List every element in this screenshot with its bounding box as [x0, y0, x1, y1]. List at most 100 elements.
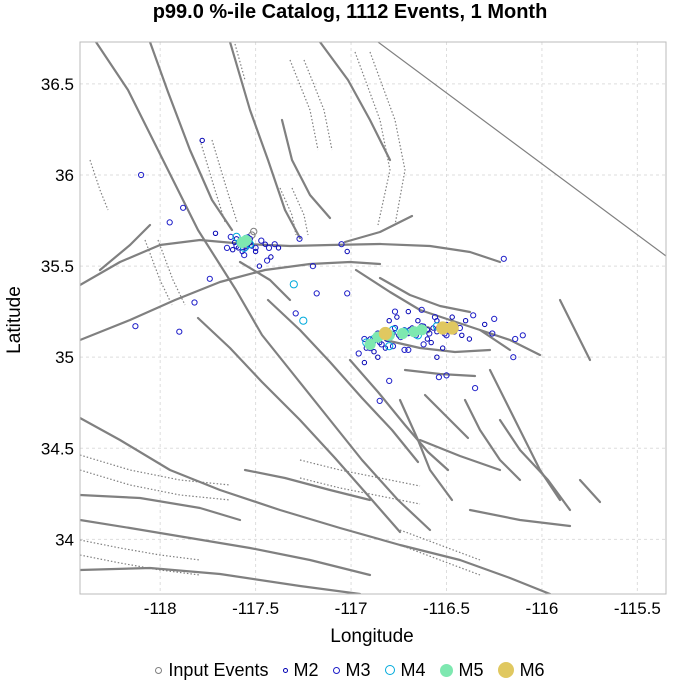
legend-marker-icon	[332, 666, 340, 674]
fault-trace	[578, 478, 602, 504]
fault-zone	[291, 187, 309, 236]
chart-title: p99.0 %-ile Catalog, 1112 Events, 1 Mont…	[152, 1, 548, 23]
fault-trace	[148, 42, 234, 232]
event-point-m3	[500, 255, 507, 262]
event-point-m3	[264, 257, 271, 264]
event-point-m3	[206, 275, 213, 282]
event-point-m3	[510, 354, 517, 361]
legend-label: M6	[519, 659, 545, 680]
event-point-m3	[376, 397, 383, 404]
event-point-m3	[443, 372, 450, 379]
legend-marker-icon	[384, 665, 395, 675]
fault-trace	[423, 393, 470, 440]
y-tick-label: 35.5	[41, 257, 74, 276]
fault-zone	[299, 459, 421, 487]
event-point-m2	[275, 245, 282, 251]
event-point-m2	[371, 349, 377, 355]
event-point-m2	[394, 314, 400, 320]
fault-trace	[403, 368, 477, 378]
event-point-m3	[176, 328, 183, 335]
legend-label: M3	[345, 659, 371, 680]
event-point-m3	[401, 346, 408, 353]
fault-trace	[94, 42, 432, 532]
x-axis-label: Longitude	[330, 626, 413, 647]
x-tick-label: -115.5	[614, 599, 661, 618]
legend-label: M5	[458, 659, 484, 680]
fault-trace	[243, 468, 372, 502]
fault-trace	[468, 508, 572, 528]
legend-marker-icon	[282, 667, 288, 673]
fault-trace	[343, 214, 414, 244]
event-point-m3	[292, 310, 299, 317]
x-tick-label: -116.5	[423, 599, 470, 618]
event-point-m5	[416, 324, 428, 336]
event-point-m2	[361, 359, 368, 366]
event-point-m5	[396, 327, 409, 340]
fault-trace	[196, 316, 402, 534]
y-tick-label: 36	[55, 166, 74, 185]
event-point-m3	[309, 263, 316, 270]
legend-label: M2	[293, 659, 319, 680]
legend-item: M6	[497, 659, 545, 681]
legend-item: M3	[332, 659, 371, 681]
event-point-m3	[405, 346, 412, 353]
event-point-m3	[378, 341, 385, 348]
event-point-m3	[418, 306, 425, 313]
fault-zone	[80, 469, 231, 501]
fault-trace	[418, 438, 502, 472]
y-axis-label: Latitude	[4, 286, 25, 354]
x-tick-label: -116	[526, 599, 559, 618]
fault-trace	[80, 518, 372, 577]
y-tick-label: 35	[55, 348, 74, 367]
event-point-m3	[265, 244, 273, 251]
legend-marker-icon	[439, 663, 453, 677]
event-point-m3	[426, 330, 433, 337]
event-point-m6	[445, 321, 459, 335]
fault-zone	[80, 454, 231, 486]
fault-zone	[80, 554, 201, 576]
legend-label: Input Events	[168, 659, 269, 680]
event-point-m5	[240, 235, 252, 247]
fault-zone	[80, 539, 201, 561]
event-point-m4	[289, 280, 298, 289]
event-point-m2	[466, 336, 473, 342]
fault-trace	[463, 398, 522, 482]
event-point-m3	[355, 350, 362, 357]
event-point-m3	[489, 330, 496, 337]
fault-trace	[280, 118, 332, 220]
x-tick-label: -117	[335, 599, 368, 618]
grid-lines	[80, 42, 666, 594]
event-point-m3	[191, 299, 198, 306]
fault-trace	[348, 358, 450, 472]
fault-zone	[211, 139, 238, 223]
event-point-m2	[440, 345, 446, 351]
legend-item: M2	[282, 659, 319, 681]
event-point-m2	[449, 314, 455, 320]
fault-trace	[80, 238, 502, 287]
boundary-line	[377, 42, 666, 257]
event-point-m3	[313, 290, 320, 297]
event-point-m3	[271, 241, 278, 248]
event-point-m3	[491, 315, 498, 322]
fault-zone	[369, 51, 406, 226]
event-point-m3	[420, 341, 427, 348]
event-point-m3	[338, 241, 345, 248]
fault-zone	[289, 59, 319, 151]
event-point-m3	[241, 252, 248, 259]
x-tick-label: -118	[144, 599, 177, 618]
fault-zone	[199, 139, 226, 223]
event-point-m2	[268, 254, 274, 260]
event-point-m2	[256, 263, 263, 269]
event-point-m2	[459, 332, 465, 338]
event-point-m3	[391, 324, 399, 332]
y-tick-label: 36.5	[41, 75, 74, 94]
fault-zone	[89, 159, 109, 211]
event-point-m3	[389, 343, 397, 350]
fault-trace	[266, 298, 420, 464]
y-tick-label: 34	[55, 530, 74, 549]
event-point-m3	[344, 290, 351, 297]
event-point-m3	[386, 377, 393, 384]
event-point-m2	[199, 137, 205, 144]
event-point-m2	[482, 321, 488, 328]
